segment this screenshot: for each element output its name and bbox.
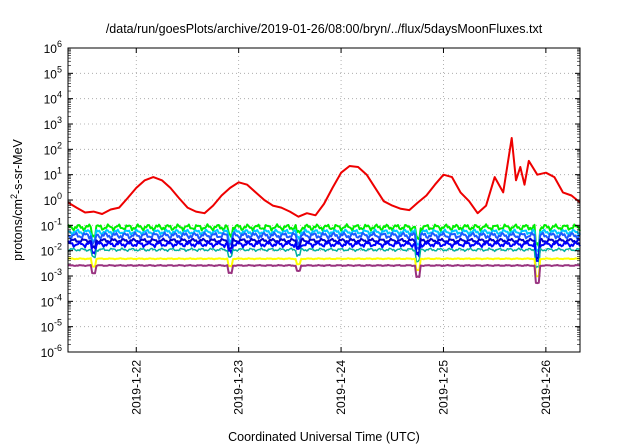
y-tick-label: 10-4 [41, 292, 62, 309]
y-tick-label: 103 [44, 115, 62, 132]
y-tick-label: 105 [44, 64, 62, 81]
x-tick-label: 2019-1-26 [539, 360, 553, 415]
y-tick-label: 10-6 [41, 343, 62, 360]
x-axis-ticks: 2019-1-22 2019-1-23 2019-1-24 2019-1-25 2019… [129, 48, 553, 415]
x-axis-label: Coordinated Universal Time (UTC) [228, 430, 420, 444]
y-tick-label: 106 [44, 39, 62, 56]
y-tick-label: 102 [44, 140, 62, 157]
series-line [67, 264, 581, 285]
series-line [67, 137, 581, 218]
series-line [67, 257, 581, 278]
y-tick-label: 100 [44, 191, 62, 208]
y-axis-label: protons/cm2-s-sr-MeV [9, 138, 25, 260]
grid [68, 48, 580, 352]
series-layer [67, 137, 581, 285]
series-line [67, 231, 581, 258]
x-tick-label: 2019-1-23 [232, 360, 246, 415]
series-line [67, 247, 581, 269]
y-tick-label: 10-5 [41, 318, 62, 335]
x-tick-label: 2019-1-24 [334, 360, 348, 415]
y-tick-label: 10-1 [41, 216, 62, 233]
y-tick-label: 10-3 [41, 267, 62, 284]
series-line [67, 223, 581, 248]
y-axis-ticks: 10-6 10-5 10-4 10-3 10-2 10-1 100 101 102 103 104 1… [41, 39, 580, 360]
y-tick-label: 10-2 [41, 242, 62, 259]
y-tick-label: 101 [44, 166, 62, 183]
x-tick-label: 2019-1-22 [129, 360, 143, 415]
series-line [67, 240, 581, 262]
chart-title: /data/run/goesPlots/archive/2019-01-26/0… [106, 22, 543, 36]
x-tick-label: 2019-1-25 [436, 360, 450, 415]
y-tick-label: 104 [44, 90, 62, 107]
